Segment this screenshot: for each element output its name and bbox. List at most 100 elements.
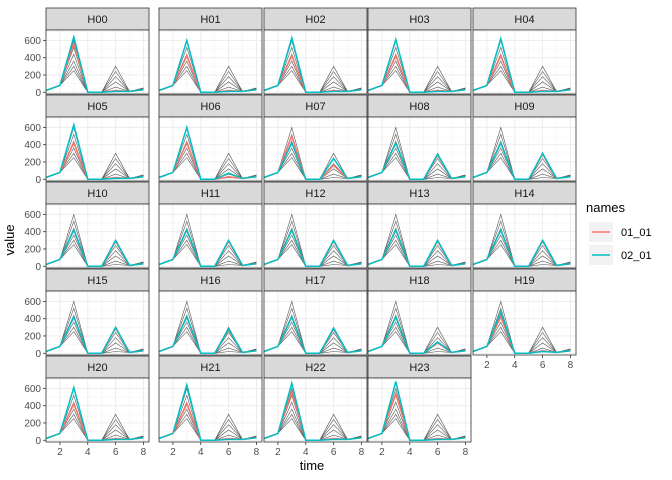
- facet-panel-h13: H13: [367, 181, 472, 269]
- x-tick-label: 6: [435, 447, 441, 458]
- facet-strip-label: H10: [87, 188, 107, 200]
- series-line-02-01: [158, 37, 257, 94]
- panel-border: [45, 116, 150, 182]
- y-tick-label: 0: [35, 262, 41, 273]
- panel-background: [159, 30, 262, 94]
- facet-strip-label: H08: [409, 101, 429, 113]
- facet-panel-h18: H18: [367, 268, 472, 356]
- series-line-02-01: [367, 381, 466, 442]
- facet-strip-label: H12: [305, 188, 325, 200]
- x-tick-label: 8: [463, 447, 469, 458]
- panel-background: [473, 291, 576, 355]
- facet-strip-label: H00: [87, 14, 107, 26]
- facet-panel-h07: H07: [263, 94, 368, 182]
- y-tick-label: 0: [35, 436, 41, 447]
- y-tick-label: 200: [24, 70, 41, 81]
- y-tick-label: 200: [24, 157, 41, 168]
- x-tick-label: 8: [568, 360, 574, 371]
- facet-strip-label: H02: [305, 14, 325, 26]
- facet-panel-h23: H23 2 4 6 8: [367, 355, 472, 458]
- facet-strip-label: H04: [514, 14, 534, 26]
- panel-border: [158, 203, 263, 269]
- y-tick-label: 0: [35, 175, 41, 186]
- series-line-02-01: [45, 384, 144, 442]
- series-line-02-01: [158, 227, 257, 268]
- panel-border: [263, 290, 368, 356]
- y-tick-label: 600: [24, 123, 41, 134]
- y-tick-label: 400: [24, 227, 41, 238]
- y-tick-label: 200: [24, 244, 41, 255]
- panel-border: [263, 29, 368, 95]
- y-tick-label: 400: [24, 140, 41, 151]
- x-tick-label: 2: [57, 447, 63, 458]
- legend-item-02-01: 02_01: [589, 245, 652, 265]
- panel-border: [45, 29, 150, 95]
- facet-panel-h16: H16: [158, 268, 263, 356]
- facet-strip-label: H09: [514, 101, 534, 113]
- legend: names 01_01 02_01: [586, 200, 652, 265]
- panel-background: [159, 291, 262, 355]
- series-line-02-01: [45, 227, 144, 268]
- series-line-02-01: [263, 140, 362, 181]
- panel-border: [367, 290, 472, 356]
- x-tick-label: 4: [407, 447, 413, 458]
- series-line-02-01: [45, 314, 144, 355]
- facet-panel-h09: H09: [472, 94, 577, 182]
- facet-strip-label: H05: [87, 101, 107, 113]
- panel-border: [367, 116, 472, 182]
- panel-border: [158, 116, 263, 182]
- facet-panel-h22: H22 2 4 6 8: [263, 355, 368, 458]
- x-tick-label: 6: [226, 447, 232, 458]
- y-tick-label: 200: [24, 418, 41, 429]
- panel-border: [158, 290, 263, 356]
- panel-border: [472, 290, 577, 356]
- panel-border: [45, 203, 150, 269]
- panel-background: [264, 204, 367, 268]
- x-tick-label: 6: [540, 360, 546, 371]
- facet-panel-h12: H12: [263, 181, 368, 269]
- series-line-02-01: [472, 140, 571, 181]
- facet-panel-h02: H02: [263, 7, 368, 95]
- y-tick-label: 0: [35, 349, 41, 360]
- x-tick-label: 2: [275, 447, 281, 458]
- x-tick-label: 6: [331, 447, 337, 458]
- x-tick-label: 6: [113, 447, 119, 458]
- panel-border: [158, 29, 263, 95]
- x-tick-label: 4: [512, 360, 518, 371]
- y-tick-label: 0: [35, 88, 41, 99]
- panel-background: [159, 378, 262, 442]
- x-tick-label: 8: [141, 447, 147, 458]
- panel-border: [472, 29, 577, 95]
- facet-strip-label: H01: [200, 14, 220, 26]
- facet-strip-label: H14: [514, 188, 534, 200]
- facet-strip-label: H07: [305, 101, 325, 113]
- panel-border: [263, 203, 368, 269]
- facet-panel-h11: H11: [158, 181, 263, 269]
- series-line-02-01: [45, 121, 144, 181]
- panel-background: [368, 204, 471, 268]
- facet-strip-label: H20: [87, 362, 107, 374]
- legend-label-01-01: 01_01: [621, 227, 652, 239]
- panel-background: [368, 291, 471, 355]
- series-line-02-01: [472, 227, 571, 268]
- panel-background: [264, 378, 367, 442]
- panel-background: [368, 30, 471, 94]
- facet-strip-label: H22: [305, 362, 325, 374]
- series-line-02-01: [472, 309, 571, 355]
- panel-background: [264, 30, 367, 94]
- panel-background: [368, 117, 471, 181]
- x-tick-label: 4: [303, 447, 309, 458]
- facet-strip-label: H23: [409, 362, 429, 374]
- panel-background: [159, 204, 262, 268]
- y-tick-label: 600: [24, 210, 41, 221]
- x-tick-label: 4: [85, 447, 91, 458]
- facet-panel-h10: H10 0 200 400 600: [24, 181, 150, 273]
- panel-background: [264, 291, 367, 355]
- facet-panel-h21: H21 2 4 6 8: [158, 355, 263, 458]
- facet-panel-h05: H05 0 200 400 600: [24, 94, 150, 186]
- facet-panel-h17: H17: [263, 268, 368, 356]
- panel-border: [367, 203, 472, 269]
- series-line-02-01: [158, 124, 257, 181]
- y-tick-label: 600: [24, 297, 41, 308]
